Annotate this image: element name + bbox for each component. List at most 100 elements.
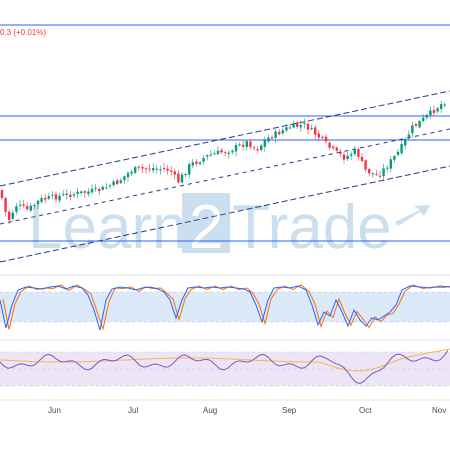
candle-body [47,196,50,199]
candle-body [116,180,119,185]
candle-body [33,204,36,206]
candle-body [249,141,252,148]
candle-body [198,162,202,164]
candle-body [180,174,184,183]
candle-body [184,173,187,175]
candle-body [202,158,205,162]
time-axis: Jun Jul Aug Sep Oct Nov [0,399,450,415]
candle-body [288,127,292,129]
candle-body [173,171,176,175]
candle-body [206,155,209,157]
watermark-text-right: Trade [232,193,392,262]
candle-body [350,154,353,156]
candle-body [324,136,328,142]
candle-body [209,154,212,156]
candle-body [278,131,281,135]
watermark-text-digit: 2 [189,193,223,262]
candle-body [162,168,166,170]
candle-body [317,133,320,138]
candle-body [54,194,58,200]
candle-body [306,123,310,130]
candle-body [281,130,284,134]
candle-body [436,108,439,112]
candle-body [342,154,346,160]
candle-body [368,169,371,174]
candle-body [299,125,302,128]
stochastic-pane [0,274,450,331]
candle-body [242,144,245,147]
candle-body [314,127,317,135]
candle-body [407,134,410,139]
candle-body [18,204,22,206]
candle-body [159,169,162,171]
candle-body [227,152,230,154]
tick-label-sep: Sep [282,406,297,415]
candle-body [310,127,313,130]
candle-body [40,198,43,202]
stochastic-k-line [0,285,450,331]
candle-body [335,147,338,151]
candle-body [400,144,403,154]
candle-body [191,162,194,166]
learn2trade-watermark: Learn 2 Trade [28,193,430,262]
candle-body [90,188,94,193]
horizontal-levels[interactable] [0,24,450,242]
candle-body [411,125,414,134]
candle-body [303,123,306,125]
candle-body [213,153,216,155]
candle-body [414,124,418,126]
candle-body [108,185,112,187]
candle-body [364,160,367,170]
candle-body [285,127,288,131]
candle-body [76,191,79,194]
candle-body [328,142,331,148]
candle-body [130,171,133,174]
candle-body [443,104,446,106]
candle-body [11,212,14,219]
candle-body [440,104,443,110]
candle-body [346,155,349,159]
candle-body [332,146,335,149]
candle-body [224,152,227,154]
candle-body [26,206,29,210]
candle-body [22,204,25,206]
channel-upper-line [0,90,450,187]
candle-body [4,197,7,213]
candle-body [65,193,68,195]
trend-channel[interactable] [0,90,450,263]
candle-body [238,144,241,146]
tick-label-jul: Jul [128,406,138,415]
candle-body [148,168,151,170]
candle-body [15,206,18,212]
price-change-label: 0.3 (+0.01%) [0,28,47,37]
candle-body [389,159,392,169]
candles [0,100,446,225]
rsi-pane [0,339,450,387]
candle-body [375,173,378,175]
candle-body [119,180,122,183]
candle-body [418,120,421,128]
candle-body [123,176,126,181]
rsi-line [0,350,449,385]
candle-body [126,173,130,178]
candle-body [0,190,4,198]
candle-body [245,141,248,147]
candle-body [386,167,389,169]
tick-label-jun: Jun [48,406,61,415]
watermark-digit-box [182,193,230,253]
candle-body [339,151,342,155]
candle-body [44,197,47,200]
candle-body [234,145,238,152]
candle-body [432,109,436,113]
candle-body [141,166,144,169]
candle-body [51,194,54,196]
candle-body [292,123,295,128]
candle-body [83,191,86,193]
candle-body [231,150,234,153]
candle-body [393,156,396,160]
candle-body [177,173,180,183]
candle-body [378,175,382,177]
candle-body [87,191,90,194]
candle-body [267,137,270,142]
